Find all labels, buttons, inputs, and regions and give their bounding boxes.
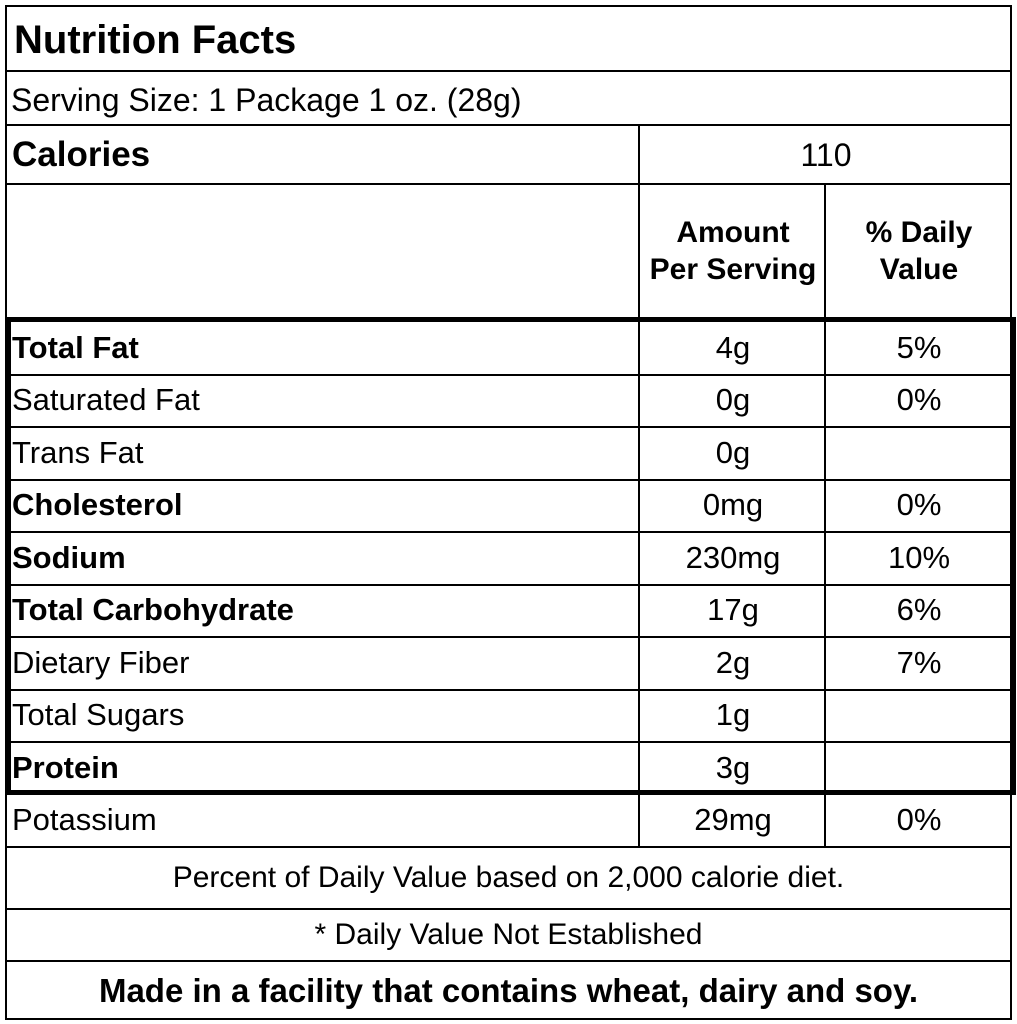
- nutrient-name: Saturated Fat: [12, 382, 200, 418]
- divider: [5, 846, 1012, 848]
- nutrient-daily-value: [826, 742, 1012, 795]
- nutrient-amount: 1g: [715, 697, 751, 733]
- divider: [5, 908, 1012, 910]
- potassium-name: Potassium: [12, 802, 157, 838]
- calories-value: 110: [800, 136, 852, 173]
- nutrient-name: Sodium: [12, 539, 126, 575]
- row-divider: [5, 636, 1012, 638]
- nutrient-name: Total Sugars: [12, 697, 185, 733]
- amount-header-line1: Amount: [676, 215, 790, 249]
- nutrient-daily-value: [826, 690, 1012, 743]
- divider: [5, 183, 1012, 185]
- potassium-dv: 0%: [896, 802, 942, 838]
- row-divider: [5, 688, 1012, 691]
- column-divider: [638, 124, 640, 846]
- dv-header-line1: % Daily: [865, 215, 973, 249]
- nutrient-daily-value: 5%: [896, 329, 942, 365]
- label-title: Nutrition Facts: [14, 18, 297, 62]
- amount-header: Amount Per Serving: [640, 185, 826, 317]
- not-established-footnote: * Daily Value Not Established: [314, 918, 703, 952]
- nutrient-amount: 3g: [715, 749, 751, 785]
- row-divider: [5, 583, 1012, 586]
- nutrient-name: Total Fat: [12, 329, 139, 365]
- nutrient-daily-value: 6%: [896, 592, 942, 628]
- nutrient-amount: 4g: [715, 329, 751, 365]
- divider: [5, 960, 1012, 962]
- nutrient-amount: 0mg: [702, 487, 764, 523]
- nutrient-daily-value: 0%: [896, 487, 942, 523]
- daily-value-footnote: Percent of Daily Value based on 2,000 ca…: [172, 861, 845, 895]
- column-divider: [824, 183, 826, 846]
- nutrient-amount: 0g: [715, 382, 751, 418]
- nutrient-name: Trans Fat: [12, 434, 144, 470]
- row-divider: [5, 531, 1012, 533]
- daily-value-header: % Daily Value: [826, 185, 1012, 317]
- serving-size: Serving Size: 1 Package 1 oz. (28g): [11, 82, 522, 118]
- nutrient-name: Cholesterol: [12, 487, 183, 523]
- divider: [5, 124, 1012, 126]
- nutrient-amount: 230mg: [685, 539, 781, 575]
- nutrient-name: Protein: [12, 749, 119, 785]
- allergen-statement: Made in a facility that contains wheat, …: [98, 972, 919, 1010]
- nutrient-name: Dietary Fiber: [12, 644, 190, 680]
- potassium-amount: 29mg: [694, 802, 772, 838]
- row-divider: [5, 373, 1012, 376]
- row-divider: [5, 426, 1012, 428]
- nutrient-amount: 0g: [715, 434, 751, 470]
- calories-label: Calories: [12, 134, 151, 174]
- nutrient-daily-value: 0%: [896, 382, 942, 418]
- nutrient-daily-value: 7%: [896, 644, 942, 680]
- divider: [5, 70, 1012, 72]
- dv-header-line2: Value: [879, 253, 959, 286]
- nutrient-daily-value: 10%: [887, 539, 951, 575]
- nutrient-amount: 2g: [715, 644, 751, 680]
- row-divider: [5, 741, 1012, 743]
- nutrient-amount: 17g: [707, 592, 759, 628]
- amount-header-line2: Per Serving: [649, 253, 817, 286]
- nutrient-daily-value: [826, 427, 1012, 480]
- row-divider: [5, 478, 1012, 481]
- nutrient-name: Total Carbohydrate: [12, 592, 294, 628]
